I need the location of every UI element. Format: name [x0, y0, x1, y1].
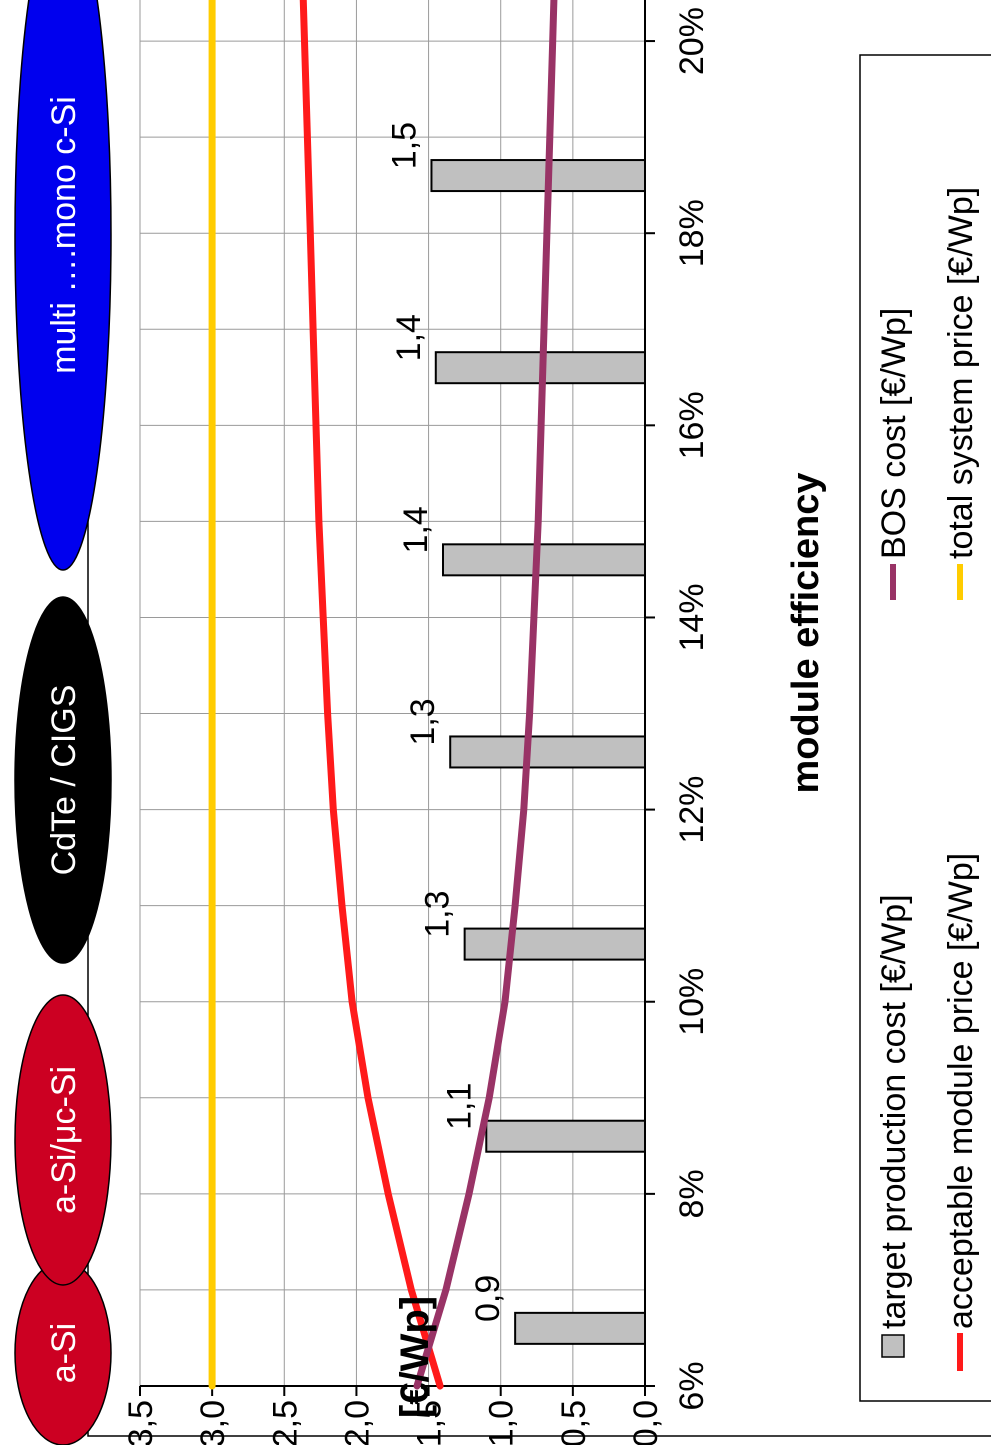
- y-tick-label: 3,0: [194, 1400, 232, 1445]
- bar-data-label: 1,5: [385, 122, 423, 169]
- x-tick-label: 14%: [673, 583, 711, 651]
- bar-data-label: 1,4: [390, 314, 428, 361]
- x-tick-label: 18%: [673, 199, 711, 267]
- technology-label: a-Si: [45, 1323, 83, 1383]
- x-axis-title: module efficiency: [785, 473, 827, 794]
- y-tick-label: 0,0: [627, 1400, 665, 1445]
- legend-label-bos-cost: BOS cost [€/Wp]: [875, 308, 913, 559]
- legend-swatch-target-production-cost: [881, 1334, 905, 1358]
- x-tick-label: 6%: [673, 1361, 711, 1410]
- plot-background: [140, 0, 645, 1386]
- technology-label: multi ….mono c-Si: [45, 96, 83, 374]
- legend-label-acceptable-module-price: acceptable module price [€/Wp]: [942, 853, 980, 1329]
- technology-label: CdTe / CIGS: [45, 685, 83, 876]
- legend-frame: [859, 54, 991, 1402]
- y-tick-label: 3,5: [122, 1400, 160, 1445]
- x-tick-label: 8%: [673, 1169, 711, 1218]
- bar-data-label: 1,4: [397, 506, 435, 553]
- y-axis-title: [€/Wp]: [393, 1296, 437, 1418]
- y-tick-label: 2,0: [338, 1400, 376, 1445]
- x-tick-label: 16%: [673, 391, 711, 459]
- technology-labels: a-Si a-Si/μc-Si CdTe / CIGS multi ….mono c-…: [14, 0, 112, 1445]
- bar-target-production-cost: [463, 927, 646, 961]
- legend-label-total-system-price: total system price [€/Wp]: [942, 187, 980, 559]
- bar-data-label: 1,3: [419, 890, 457, 937]
- technology-ellipse: [14, 596, 112, 964]
- legend: target production cost [€/Wp] BOS cost […: [859, 54, 991, 1402]
- plot-area: 6% 8% 10% 12% 14% 16% 18% 20% 0,0 0,5 1,0 1,5 2,0 2,5…: [122, 0, 711, 1445]
- bar-data-label: 1,3: [404, 698, 442, 745]
- legend-label-target-production-cost: target production cost [€/Wp]: [875, 894, 913, 1329]
- x-tick-label: 10%: [673, 968, 711, 1036]
- y-tick-label: 0,5: [555, 1400, 593, 1445]
- bar-target-production-cost: [430, 159, 647, 193]
- bar-target-production-cost: [514, 1311, 647, 1345]
- bar-target-production-cost: [442, 543, 646, 577]
- bar-data-label: 0,9: [469, 1275, 507, 1322]
- line-bos-cost: [413, 0, 559, 1390]
- x-tick-label: 12%: [673, 776, 711, 844]
- line-acceptable-module-price: [298, 0, 444, 1390]
- y-tick-label: 1,5: [411, 1400, 449, 1445]
- bar-data-label: 1,1: [440, 1083, 478, 1130]
- y-tick-label: 2,5: [266, 1400, 304, 1445]
- technology-label: a-Si/μc-Si: [45, 1066, 83, 1214]
- y-tick-label: 1,0: [483, 1400, 521, 1445]
- x-tick-label: 20%: [673, 7, 711, 75]
- bar-target-production-cost: [449, 735, 647, 769]
- technology-ellipse: [14, 0, 112, 571]
- bar-target-production-cost: [485, 1119, 646, 1153]
- technology-ellipse: [14, 994, 112, 1286]
